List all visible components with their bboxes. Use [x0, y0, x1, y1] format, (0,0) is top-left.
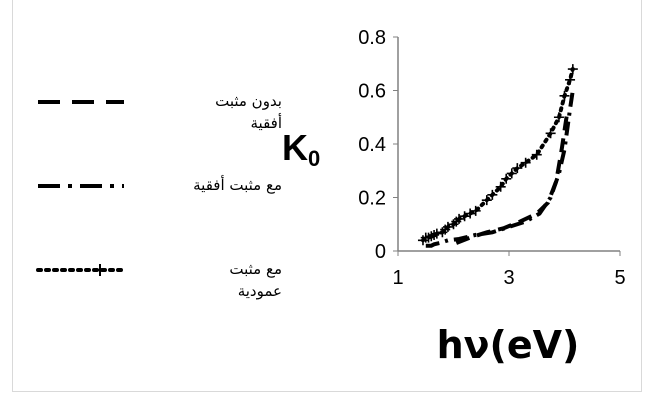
legend-swatch-dashdot [38, 184, 124, 188]
series-group [417, 64, 578, 248]
plus-marker [567, 64, 578, 75]
legend-swatch-dot-plus [36, 264, 126, 276]
chart-frame [12, 0, 642, 392]
x-axis-label: hν(eV) [437, 323, 580, 367]
plus-marker [465, 208, 476, 219]
series-line-1 [455, 111, 570, 245]
y-axis-label-sub: 0 [308, 146, 320, 171]
y-tick-label: 0.4 [358, 134, 386, 156]
plus-marker [431, 228, 442, 239]
x-tick-label: 1 [392, 267, 403, 289]
plus-marker [501, 173, 512, 184]
y-tick-label: 0.2 [358, 188, 386, 210]
plus-marker [545, 128, 556, 139]
legend-label-3-line2: عمودية [237, 282, 282, 300]
legend-label-1: بدون مثبت أفقية [132, 90, 282, 134]
plus-marker [459, 211, 470, 222]
y-tick-label: 0.6 [358, 81, 386, 103]
plus-marker [565, 74, 576, 85]
series-line-3 [421, 67, 575, 243]
legend: بدون مثبت أفقية مع مثبت أفقية مع مثبت عم… [36, 90, 296, 330]
plus-marker [487, 189, 498, 200]
legend-label-1-line2: أفقية [250, 114, 283, 132]
x-tick-label: 5 [614, 267, 625, 289]
y-tick-label: 0 [375, 241, 386, 263]
plus-marker [531, 149, 542, 160]
plus-marker [470, 205, 481, 216]
y-axis-label: K0 [282, 127, 320, 171]
series-line-2 [425, 90, 575, 248]
plus-marker [553, 112, 564, 123]
y-axis-label-main: K [282, 127, 308, 168]
x-tick-label: 3 [503, 267, 514, 289]
plus-marker [495, 181, 506, 192]
plus-marker [520, 157, 531, 168]
plus-marker [442, 221, 453, 232]
legend-swatch-dash [38, 100, 124, 104]
axis-ticks: 0 0.2 0.4 0.6 0.8 1 3 5 [358, 27, 625, 289]
plus-marker [559, 90, 570, 101]
legend-label-1-line1: بدون مثبت [215, 92, 282, 110]
plus-marker [512, 163, 523, 174]
legend-label-3: مع مثبت عمودية [132, 258, 282, 302]
plus-marker [481, 195, 492, 206]
legend-label-2: مع مثبت أفقية [132, 174, 282, 196]
plus-marker [506, 168, 517, 179]
legend-label-2-line1: مع مثبت أفقية [193, 176, 282, 194]
plus-marker [454, 213, 465, 224]
legend-label-3-line1: مع مثبت [229, 260, 282, 278]
y-tick-label: 0.8 [358, 27, 386, 49]
